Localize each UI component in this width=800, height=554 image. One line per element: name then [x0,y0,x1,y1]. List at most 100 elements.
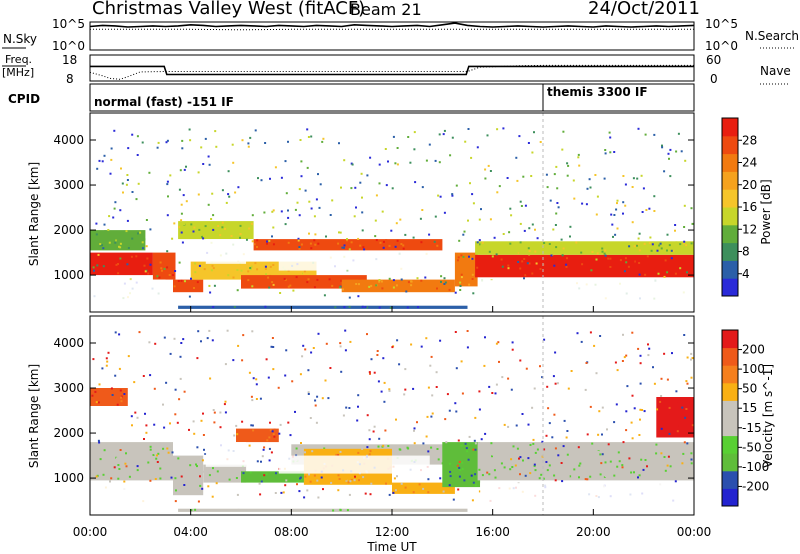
velocity-cell [323,447,326,450]
velocity-cell [353,479,356,482]
velocity-echo [562,445,565,448]
velocity-echo [507,377,510,380]
power-cell [239,233,242,235]
power-cell [211,264,214,267]
power-echo [385,184,388,187]
power-band [454,252,478,287]
velocity-echo [248,371,251,374]
velocity-cell [589,475,592,478]
power-echo [666,233,669,236]
velocity-echo [314,404,317,407]
power-echo [285,192,288,195]
power-cell [109,240,112,243]
velocity-echo [563,419,566,422]
velocity-echo [204,453,207,455]
power-cell [595,265,598,268]
power-cell [460,273,463,276]
velocity-cell [127,442,130,445]
velocity-echo [174,388,177,391]
velocity-echo [348,407,351,409]
power-cell [396,239,399,242]
power-cell [224,223,227,226]
power-cell [146,257,149,260]
velocity-cell [461,467,464,470]
cpid-mode-normal: normal (fast) -151 IF [94,95,234,109]
velocity-echo [501,376,504,379]
power-echo [653,210,656,212]
velocity-echo [413,427,416,430]
power-echo [135,198,138,201]
power-echo [241,139,244,142]
velocity-echo [642,468,645,471]
velocity-echo [427,386,430,389]
velocity-echo [425,435,428,438]
velocity-cell [618,460,621,463]
power-colorbar-segment [722,118,738,137]
velocity-echo [298,490,301,493]
velocity-cell [460,444,463,447]
power-echo [112,216,115,219]
velocity-echo [543,338,546,341]
power-echo [636,177,639,180]
power-echo [97,253,100,256]
velocity-echo [565,436,568,439]
power-echo [189,139,192,142]
power-echo [478,218,481,221]
velocity-echo [466,346,469,349]
velocity-echo [639,354,642,357]
velocity-echo [274,492,277,494]
velocity-cell [178,464,181,467]
power-cell [346,239,348,242]
velocity-echo [182,338,185,341]
power-echo [615,208,618,211]
velocity-cell [676,430,679,433]
power-echo [264,265,267,268]
power-cell [350,241,353,244]
velocity-cell [351,509,354,511]
power-echo [622,175,625,177]
velocity-echo [412,387,415,390]
velocity-cell [316,479,319,482]
power-echo [98,159,101,162]
velocity-cell [630,471,633,474]
velocity-cell [569,475,572,478]
power-echo [166,250,169,253]
velocity-cell [563,469,566,472]
power-echo [468,255,470,258]
velocity-cell [672,451,675,454]
velocity-cell [212,467,214,470]
power-echo [609,136,612,139]
velocity-y-tick-label: 3000 [53,381,84,395]
power-cell [406,306,409,309]
velocity-echo [368,438,371,441]
power-cell [131,237,134,240]
power-cell [518,252,521,255]
velocity-echo [192,420,195,423]
power-echo [392,135,395,138]
power-echo [272,226,275,229]
power-echo [300,175,303,178]
velocity-echo [507,425,510,428]
velocity-cell [185,485,188,488]
power-echo [489,218,492,221]
velocity-echo [554,351,557,354]
velocity-echo [356,419,359,422]
power-cell [135,255,138,258]
power-cell [116,239,119,242]
power-echo [310,207,313,210]
velocity-cell [617,451,620,454]
power-echo [102,247,105,250]
power-echo [136,154,139,156]
velocity-colorbar-tick-label: 200 [742,343,765,357]
power-echo [188,295,191,298]
velocity-echo [454,402,457,405]
velocity-cell [134,477,137,480]
power-echo [437,194,440,197]
power-cell [493,246,496,249]
power-echo [268,286,271,289]
power-cell [203,268,206,271]
velocity-cell [578,470,581,473]
velocity-echo [639,408,642,411]
velocity-cell [120,396,123,399]
velocity-echo [156,454,158,457]
